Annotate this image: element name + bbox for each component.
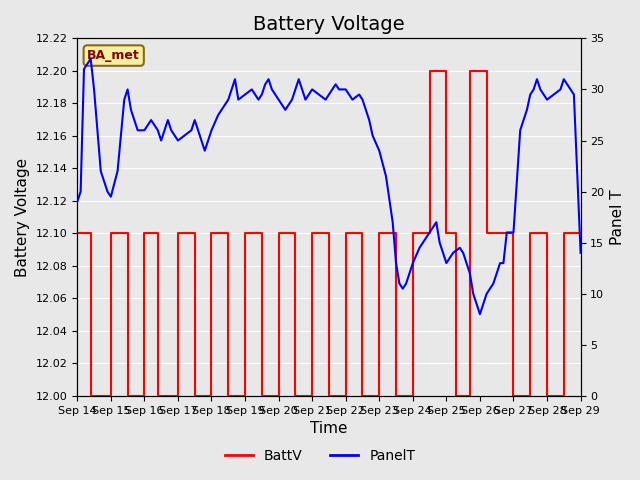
X-axis label: Time: Time — [310, 421, 348, 436]
Y-axis label: Battery Voltage: Battery Voltage — [15, 157, 30, 276]
Title: Battery Voltage: Battery Voltage — [253, 15, 404, 34]
Y-axis label: Panel T: Panel T — [610, 189, 625, 245]
Legend: BattV, PanelT: BattV, PanelT — [220, 443, 420, 468]
Text: BA_met: BA_met — [87, 49, 140, 62]
